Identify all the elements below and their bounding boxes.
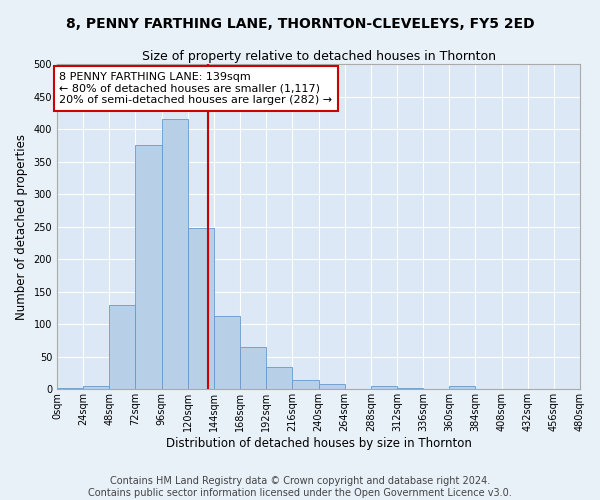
Title: Size of property relative to detached houses in Thornton: Size of property relative to detached ho… xyxy=(142,50,496,63)
Bar xyxy=(292,380,319,390)
Bar xyxy=(449,386,475,390)
Bar xyxy=(83,386,109,390)
X-axis label: Distribution of detached houses by size in Thornton: Distribution of detached houses by size … xyxy=(166,437,472,450)
Y-axis label: Number of detached properties: Number of detached properties xyxy=(15,134,28,320)
Bar xyxy=(397,388,423,390)
Bar xyxy=(188,228,214,390)
Bar xyxy=(214,316,240,390)
Bar xyxy=(136,146,161,390)
Bar xyxy=(57,388,83,390)
Text: 8, PENNY FARTHING LANE, THORNTON-CLEVELEYS, FY5 2ED: 8, PENNY FARTHING LANE, THORNTON-CLEVELE… xyxy=(65,18,535,32)
Bar xyxy=(109,305,136,390)
Bar xyxy=(240,347,266,390)
Bar xyxy=(266,368,292,390)
Bar xyxy=(319,384,344,390)
Bar xyxy=(161,120,188,390)
Text: Contains HM Land Registry data © Crown copyright and database right 2024.
Contai: Contains HM Land Registry data © Crown c… xyxy=(88,476,512,498)
Bar xyxy=(371,386,397,390)
Bar xyxy=(554,389,580,390)
Text: 8 PENNY FARTHING LANE: 139sqm
← 80% of detached houses are smaller (1,117)
20% o: 8 PENNY FARTHING LANE: 139sqm ← 80% of d… xyxy=(59,72,332,105)
